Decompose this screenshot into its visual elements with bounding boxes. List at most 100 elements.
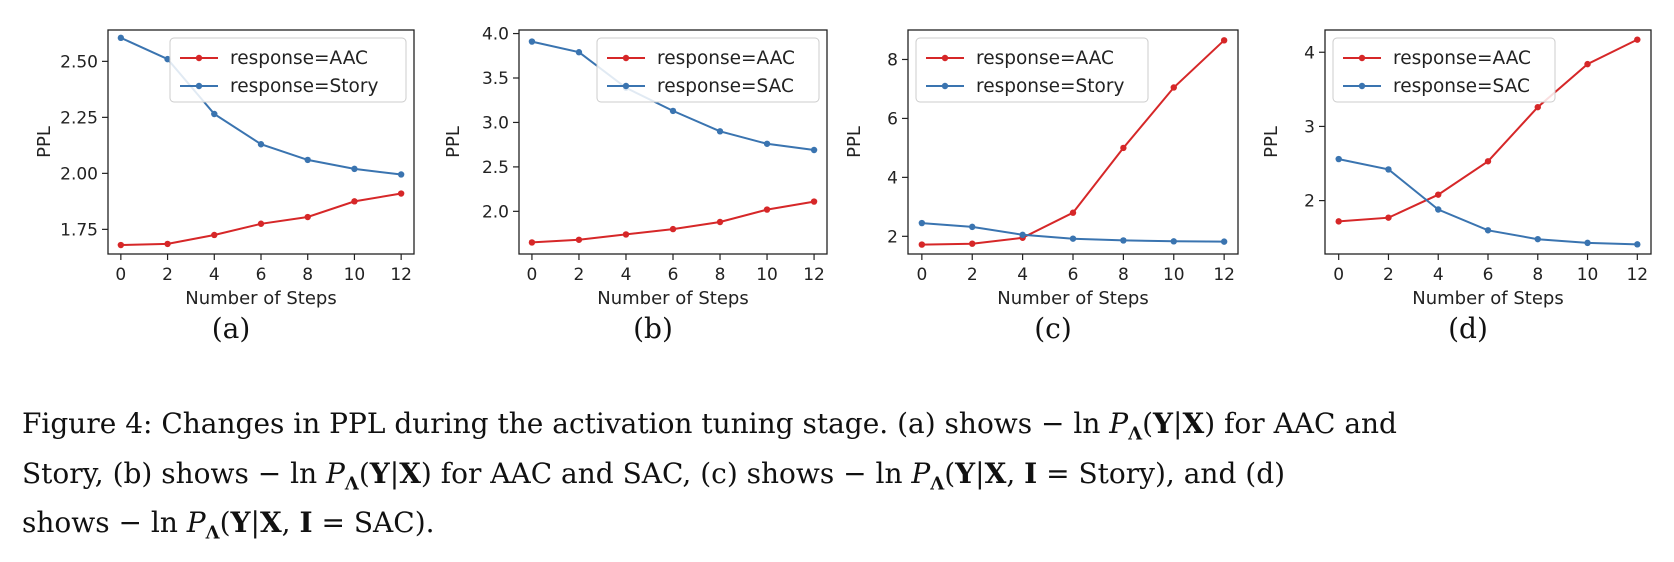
data-point-blue: [918, 219, 926, 227]
data-point-red: [1120, 144, 1127, 152]
data-point-blue: [763, 140, 771, 147]
panel-label: (d): [1448, 312, 1488, 345]
data-point-red: [969, 240, 976, 247]
data-point-blue: [1120, 237, 1127, 244]
x-tick-label: 2: [162, 265, 173, 285]
x-axis-label: Number of Steps: [997, 288, 1148, 309]
x-tick-label: 8: [715, 265, 726, 285]
x-tick-label: 4: [209, 265, 220, 285]
x-axis-label: Number of Steps: [597, 288, 748, 309]
series-line-red: [120, 192, 402, 246]
data-point-blue: [810, 146, 818, 154]
caption-line-2: Story, (b) shows − ln PΛ(Y|X) for AAC an…: [22, 454, 1662, 504]
x-tick-label: 0: [1333, 265, 1344, 285]
y-tick-label: 2.25: [60, 108, 98, 128]
caption-math: =: [1037, 456, 1079, 490]
data-point-red: [397, 190, 405, 197]
caption-math: Λ: [930, 473, 945, 495]
data-point-blue: [1170, 238, 1177, 245]
x-tick-label: 4: [621, 265, 632, 285]
data-point-blue: [397, 171, 405, 178]
legend-marker-blue: [941, 82, 949, 90]
legend-marker-red: [622, 54, 630, 62]
data-point-blue: [164, 55, 171, 63]
legend-marker-red: [195, 54, 203, 62]
data-point-red: [117, 241, 125, 249]
caption-text: for AAC and: [1215, 407, 1397, 440]
data-point-red: [1170, 84, 1177, 91]
series-line-red: [531, 200, 815, 244]
caption-math: I: [1024, 456, 1038, 490]
caption-line-1: Figure 4: Changes in PPL during the acti…: [22, 404, 1662, 454]
x-tick-label: 4: [1433, 265, 1444, 285]
data-point-red: [669, 225, 677, 233]
y-tick-label: 3.0: [482, 113, 509, 133]
legend-label: response=AAC: [657, 48, 795, 69]
legend-label: response=SAC: [657, 76, 794, 97]
legend-label: response=Story: [976, 76, 1124, 97]
x-tick-label: 12: [803, 265, 825, 285]
data-point-red: [1069, 209, 1077, 216]
x-tick-label: 6: [1068, 265, 1079, 285]
caption-math: X: [399, 456, 421, 490]
caption-math: − ln: [257, 456, 326, 490]
data-point-blue: [257, 141, 265, 148]
y-tick-label: 2: [1304, 192, 1315, 212]
data-point-red: [1435, 191, 1442, 198]
y-tick-label: 4.0: [482, 25, 509, 45]
data-point-red: [1385, 214, 1392, 221]
data-point-blue: [1484, 227, 1492, 234]
chart-panel-d: 0 2 4 6 8 10 12 2 3 4 Number of Steps PPL response=A…: [1261, 29, 1652, 345]
data-point-blue: [304, 156, 311, 164]
data-point-red: [528, 239, 536, 246]
data-point-red: [1220, 37, 1228, 44]
caption-math: Λ: [344, 473, 359, 495]
x-axis-label: Number of Steps: [185, 288, 336, 309]
caption-math: |: [1173, 407, 1183, 440]
caption-math: X: [259, 506, 282, 540]
caption-math: Y: [369, 456, 390, 490]
legend-label: response=Story: [230, 76, 378, 97]
chart-panel-b: 0 2 4 6 8 10 12 2.0 2.5 3.0 3.5 4.0 Number of Steps P…: [443, 25, 828, 345]
x-tick-label: 6: [1483, 265, 1494, 285]
data-point-blue: [1335, 155, 1342, 163]
x-tick-label: 10: [1163, 265, 1185, 285]
data-point-blue: [1584, 239, 1591, 247]
panel-label: (c): [1034, 312, 1072, 345]
data-point-red: [716, 218, 724, 226]
caption-math: X: [1182, 407, 1205, 440]
caption-math: X: [984, 456, 1007, 490]
caption-math: (: [1142, 407, 1154, 440]
data-point-blue: [969, 223, 976, 231]
x-tick-label: 6: [668, 265, 679, 285]
caption-math: Λ: [1128, 423, 1143, 445]
x-tick-label: 2: [574, 265, 585, 285]
caption-math: =: [312, 506, 354, 540]
caption-text: ).: [414, 506, 435, 540]
data-point-blue: [117, 34, 125, 42]
caption-math: Λ: [205, 522, 220, 544]
caption-text: ), and (d): [1155, 456, 1286, 490]
y-tick-label: 2.00: [60, 164, 98, 184]
x-tick-label: 12: [1213, 265, 1235, 285]
data-point-blue: [1220, 238, 1228, 245]
x-tick-label: 2: [1383, 265, 1394, 285]
y-tick-label: 8: [887, 50, 898, 70]
data-point-red: [304, 213, 311, 221]
data-point-blue: [1634, 241, 1641, 248]
caption-text: shows: [22, 506, 119, 540]
data-point-red: [1335, 218, 1342, 225]
data-point-blue: [716, 128, 724, 135]
data-point-blue: [1435, 206, 1442, 213]
y-tick-label: 6: [887, 109, 898, 129]
caption-math: (: [219, 506, 231, 540]
caption-math: I: [299, 506, 313, 540]
data-point-red: [1634, 36, 1641, 43]
data-point-blue: [1069, 235, 1077, 242]
x-tick-label: 10: [1577, 265, 1599, 285]
caption-math: ): [420, 456, 432, 490]
legend-label: response=AAC: [230, 48, 368, 69]
data-point-red: [164, 240, 171, 248]
data-point-blue: [575, 49, 583, 56]
